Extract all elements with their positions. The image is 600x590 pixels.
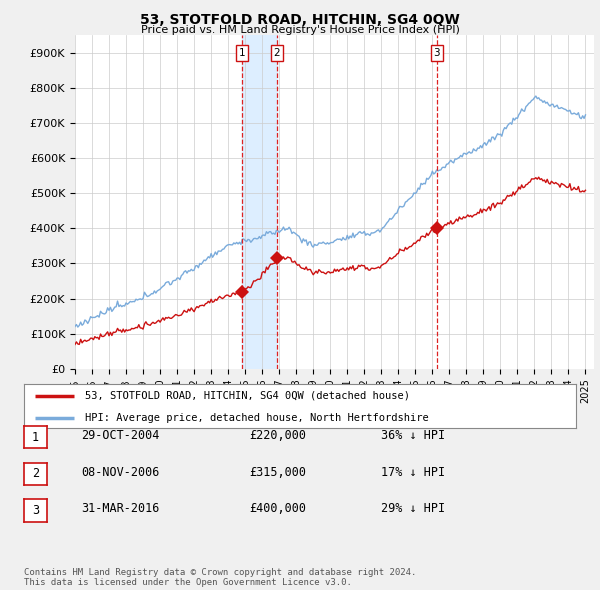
Text: £400,000: £400,000 [249,502,306,515]
Text: £315,000: £315,000 [249,466,306,478]
Text: 1: 1 [32,431,39,444]
Bar [242,35,277,369]
Text: 3: 3 [433,48,440,58]
Text: 36% ↓ HPI: 36% ↓ HPI [381,429,445,442]
Text: £220,000: £220,000 [249,429,306,442]
Text: 08-NOV-2006: 08-NOV-2006 [81,466,160,478]
Text: HPI: Average price, detached house, North Hertfordshire: HPI: Average price, detached house, Nort… [85,413,428,423]
Text: 29% ↓ HPI: 29% ↓ HPI [381,502,445,515]
Text: 31-MAR-2016: 31-MAR-2016 [81,502,160,515]
Text: 1: 1 [239,48,245,58]
Text: 3: 3 [32,504,39,517]
Text: Price paid vs. HM Land Registry's House Price Index (HPI): Price paid vs. HM Land Registry's House … [140,25,460,35]
Text: 53, STOTFOLD ROAD, HITCHIN, SG4 0QW: 53, STOTFOLD ROAD, HITCHIN, SG4 0QW [140,13,460,27]
Text: 29-OCT-2004: 29-OCT-2004 [81,429,160,442]
Text: Contains HM Land Registry data © Crown copyright and database right 2024.
This d: Contains HM Land Registry data © Crown c… [24,568,416,587]
Text: 2: 2 [32,467,39,480]
Text: 53, STOTFOLD ROAD, HITCHIN, SG4 0QW (detached house): 53, STOTFOLD ROAD, HITCHIN, SG4 0QW (det… [85,391,410,401]
Text: 17% ↓ HPI: 17% ↓ HPI [381,466,445,478]
Text: 2: 2 [274,48,280,58]
